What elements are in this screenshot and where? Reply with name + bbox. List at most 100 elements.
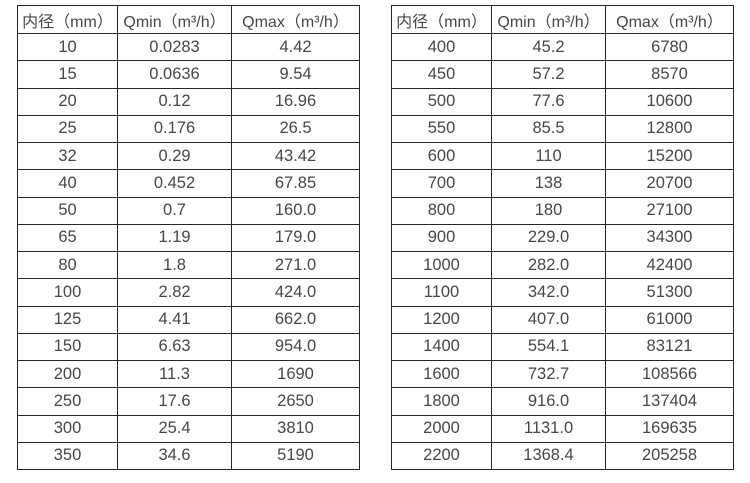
table-cell: 150 [17, 332, 118, 362]
table-cell: 51300 [605, 278, 734, 307]
table-row: 2000 1131.0 169635 [391, 414, 734, 443]
table-cell: 4.41 [117, 305, 232, 334]
table-row: 25 0.176 26.5 [17, 114, 360, 144]
table-cell: 600 [391, 141, 492, 171]
table-cell: 1690 [231, 359, 360, 389]
table-cell: 1200 [391, 305, 492, 334]
table-cell: 80 [17, 250, 118, 280]
col-header-qmin: Qmin（m³/h） [491, 5, 606, 34]
table-cell: 180 [491, 196, 606, 225]
table-cell: 34.6 [117, 441, 232, 471]
table-row: 65 1.19 179.0 [17, 223, 360, 253]
table-cell: 800 [391, 196, 492, 225]
flow-table-small-diameters: 内径（mm） Qmin（m³/h） Qmax（m³/h） 10 0.0283 4.4… [17, 5, 360, 471]
table-cell: 424.0 [231, 278, 360, 307]
table-cell: 0.29 [117, 141, 232, 171]
table-cell: 15 [17, 60, 118, 89]
table-cell: 1000 [391, 250, 492, 280]
table-cell: 2.82 [117, 278, 232, 307]
table-cell: 205258 [605, 441, 734, 471]
table-row: 50 0.7 160.0 [17, 196, 360, 225]
table-cell: 20700 [605, 169, 734, 198]
table-cell: 45.2 [491, 32, 606, 62]
table-cell: 32 [17, 141, 118, 171]
table-cell: 342.0 [491, 278, 606, 307]
table-row: 700 138 20700 [391, 169, 734, 198]
table-cell: 0.452 [117, 169, 232, 198]
table-row: 10 0.0283 4.42 [17, 32, 360, 62]
table-row: 1800 916.0 137404 [391, 387, 734, 416]
table-row: 125 4.41 662.0 [17, 305, 360, 334]
table-cell: 160.0 [231, 196, 360, 225]
table-cell: 10 [17, 32, 118, 62]
table-cell: 67.85 [231, 169, 360, 198]
table-cell: 169635 [605, 414, 734, 443]
table-cell: 16.96 [231, 87, 360, 116]
table-cell: 550 [391, 114, 492, 144]
table-cell: 77.6 [491, 87, 606, 116]
table-cell: 25 [17, 114, 118, 144]
table-cell: 6.63 [117, 332, 232, 362]
table-row: 200 11.3 1690 [17, 359, 360, 389]
table-cell: 554.1 [491, 332, 606, 362]
table-cell: 700 [391, 169, 492, 198]
table-cell: 61000 [605, 305, 734, 334]
table-cell: 110 [491, 141, 606, 171]
table-cell: 65 [17, 223, 118, 253]
table-row: 1400 554.1 83121 [391, 332, 734, 362]
table-cell: 282.0 [491, 250, 606, 280]
table-cell: 400 [391, 32, 492, 62]
table-cell: 1.19 [117, 223, 232, 253]
flow-table-large-diameters: 内径（mm） Qmin（m³/h） Qmax（m³/h） 400 45.2 6780… [391, 5, 734, 471]
table-cell: 108566 [605, 359, 734, 389]
table-cell: 2650 [231, 387, 360, 416]
table-cell: 125 [17, 305, 118, 334]
table-cell: 5190 [231, 441, 360, 471]
table-row: 100 2.82 424.0 [17, 278, 360, 307]
table-cell: 407.0 [491, 305, 606, 334]
col-header-inner-diameter: 内径（mm） [17, 5, 118, 34]
table-body: 400 45.2 6780 450 57.2 8570 500 77.6 10600 550 85.… [391, 32, 734, 471]
table-cell: 11.3 [117, 359, 232, 389]
table-cell: 27100 [605, 196, 734, 225]
table-cell: 12800 [605, 114, 734, 144]
table-cell: 40 [17, 169, 118, 198]
table-cell: 0.12 [117, 87, 232, 116]
table-cell: 250 [17, 387, 118, 416]
table-cell: 138 [491, 169, 606, 198]
table-cell: 954.0 [231, 332, 360, 362]
table-row: 1600 732.7 108566 [391, 359, 734, 389]
table-cell: 900 [391, 223, 492, 253]
table-cell: 4.42 [231, 32, 360, 62]
table-row: 2200 1368.4 205258 [391, 441, 734, 471]
table-cell: 50 [17, 196, 118, 225]
table-row: 80 1.8 271.0 [17, 250, 360, 280]
table-cell: 2200 [391, 441, 492, 471]
table-cell: 34300 [605, 223, 734, 253]
table-header-row: 内径（mm） Qmin（m³/h） Qmax（m³/h） [17, 5, 360, 34]
table-cell: 0.7 [117, 196, 232, 225]
table-row: 1000 282.0 42400 [391, 250, 734, 280]
table-cell: 26.5 [231, 114, 360, 144]
table-cell: 10600 [605, 87, 734, 116]
table-cell: 3810 [231, 414, 360, 443]
table-row: 900 229.0 34300 [391, 223, 734, 253]
table-cell: 662.0 [231, 305, 360, 334]
table-cell: 1800 [391, 387, 492, 416]
table-cell: 0.0283 [117, 32, 232, 62]
table-cell: 25.4 [117, 414, 232, 443]
col-header-qmax: Qmax（m³/h） [231, 5, 360, 34]
table-cell: 85.5 [491, 114, 606, 144]
table-cell: 17.6 [117, 387, 232, 416]
col-header-qmin: Qmin（m³/h） [117, 5, 232, 34]
table-cell: 8570 [605, 60, 734, 89]
table-cell: 450 [391, 60, 492, 89]
table-row: 600 110 15200 [391, 141, 734, 171]
table-cell: 732.7 [491, 359, 606, 389]
table-cell: 100 [17, 278, 118, 307]
table-cell: 1.8 [117, 250, 232, 280]
table-cell: 271.0 [231, 250, 360, 280]
table-cell: 83121 [605, 332, 734, 362]
table-cell: 0.176 [117, 114, 232, 144]
